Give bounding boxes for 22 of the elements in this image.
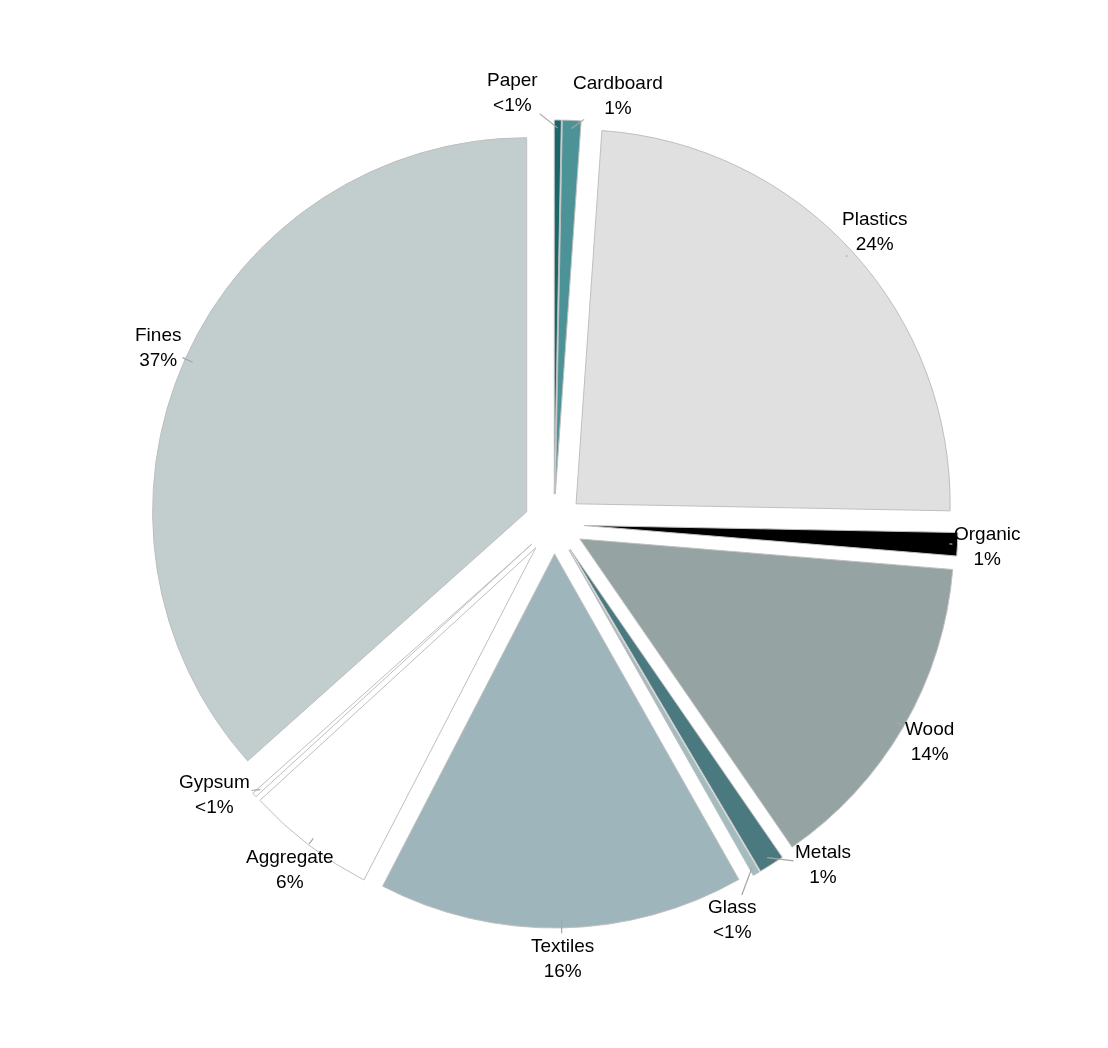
data-label: 37%	[139, 348, 178, 370]
slice-label: Wood	[905, 718, 955, 739]
data-label: 16%	[543, 959, 582, 981]
slice-label: Plastics	[842, 208, 908, 229]
slice-label: Textiles	[531, 935, 595, 956]
slice-label: Metals	[795, 841, 851, 862]
data-label: 1%	[604, 96, 632, 118]
slice-label: Aggregate	[246, 846, 334, 867]
data-label: 1%	[973, 547, 1002, 569]
slice-label: Fines	[135, 324, 182, 345]
slice-label: Gypsum	[179, 771, 250, 792]
data-label: <1%	[493, 93, 532, 115]
data-label: 6%	[276, 870, 304, 892]
slice-label: Cardboard	[573, 72, 663, 93]
data-label: 24%	[855, 232, 894, 254]
data-label: 14%	[910, 742, 949, 764]
slice-label: Glass	[708, 896, 757, 917]
data-label: 1%	[809, 865, 837, 887]
data-label: <1%	[195, 795, 234, 817]
data-label: <1%	[713, 920, 752, 942]
slice-label: Paper	[487, 69, 539, 90]
slice-label: Organic	[954, 523, 1021, 544]
